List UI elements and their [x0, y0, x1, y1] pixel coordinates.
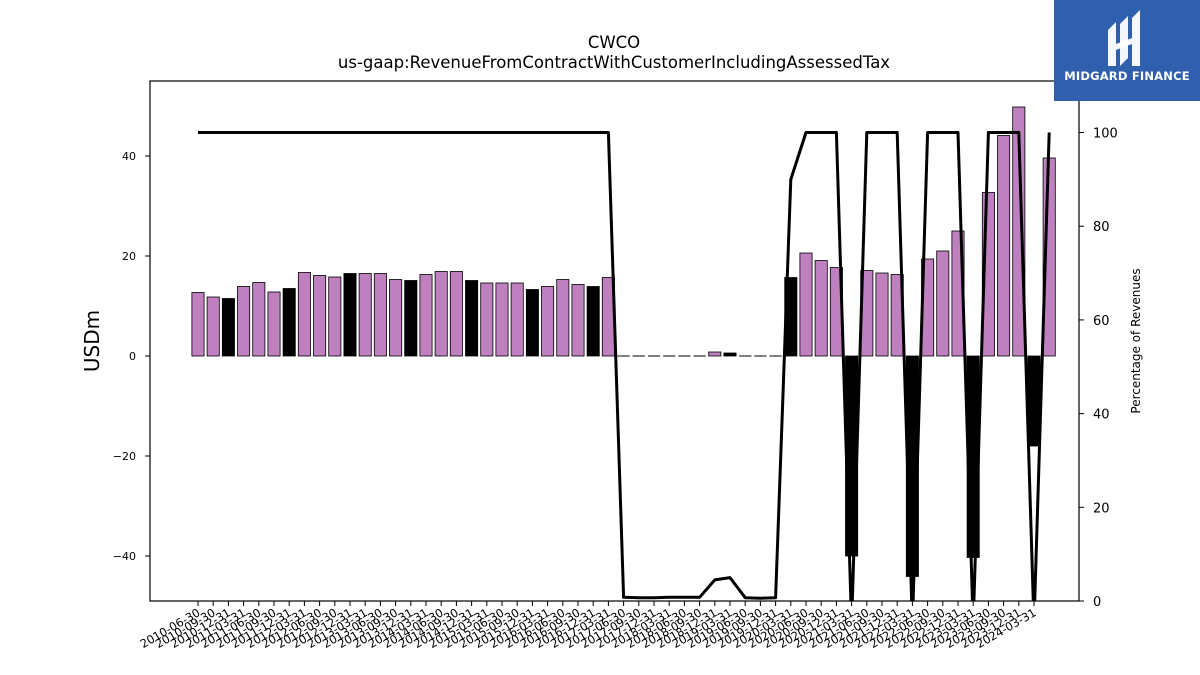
y-axis-label-right: Percentage of Revenues: [1129, 268, 1143, 413]
y-tick-label: 40: [122, 150, 136, 163]
bar: [723, 352, 737, 357]
bar: [708, 351, 722, 357]
bar: [1012, 106, 1026, 357]
line-layer: [198, 131, 1051, 601]
bar: [206, 296, 220, 357]
plot-frame: [149, 80, 1080, 602]
bar: [434, 271, 448, 357]
midgard-logo-icon: [1108, 10, 1140, 66]
x-axis: 2010-06-302010-09-302010-12-312011-03-31…: [138, 601, 1039, 651]
bar: [343, 273, 357, 357]
bar: [556, 279, 570, 357]
bar: [480, 282, 494, 357]
bar: [313, 275, 327, 357]
y-tick-label: −40: [113, 550, 136, 563]
chart-title: CWCO us-gaap:RevenueFromContractWithCust…: [338, 33, 890, 72]
bar: [799, 252, 813, 357]
bar: [191, 292, 205, 357]
bar: [389, 279, 403, 357]
bar: [221, 298, 235, 357]
bar: [571, 284, 585, 357]
bar: [252, 282, 266, 357]
bar: [404, 280, 418, 357]
chart-title-text: CWCO: [588, 33, 640, 52]
bar: [237, 286, 251, 357]
bar: [875, 272, 889, 357]
brand-logo: MIDGARD FINANCE: [1054, 0, 1200, 101]
bar: [814, 260, 828, 357]
y-right-tick-label: 20: [1093, 501, 1110, 516]
y-tick-label: 20: [122, 250, 136, 263]
bar: [510, 282, 524, 357]
y-tick-label: 0: [129, 350, 136, 363]
y-axis-label-left: USDm: [80, 310, 104, 372]
bar: [419, 274, 433, 357]
bar: [465, 280, 479, 357]
bar: [267, 291, 281, 357]
chart-subtitle-text: us-gaap:RevenueFromContractWithCustomerI…: [338, 53, 890, 72]
bar: [328, 276, 342, 357]
y-axis-right: 0 20 40 60 80 100: [1079, 127, 1118, 610]
bar: [358, 273, 372, 357]
bar: [297, 272, 311, 357]
bar: [936, 250, 950, 357]
y-axis-left: −40 −20 0 20 40: [113, 150, 150, 563]
bar: [1027, 355, 1041, 447]
y-right-tick-label: 60: [1093, 314, 1110, 329]
bar: [525, 289, 539, 357]
y-right-tick-label: 40: [1093, 408, 1110, 423]
bar: [373, 273, 387, 357]
bar: [997, 135, 1011, 357]
bar: [282, 288, 296, 357]
bar: [449, 271, 463, 357]
series-line: [198, 131, 1051, 601]
y-right-tick-label: 80: [1093, 220, 1110, 235]
y-right-tick-label: 100: [1093, 127, 1118, 142]
bar: [495, 282, 509, 357]
bar: [541, 286, 555, 357]
brand-logo-text: MIDGARD FINANCE: [1064, 69, 1190, 83]
bar: [586, 286, 600, 357]
y-right-tick-label: 0: [1093, 595, 1101, 610]
y-tick-label: −20: [113, 450, 136, 463]
